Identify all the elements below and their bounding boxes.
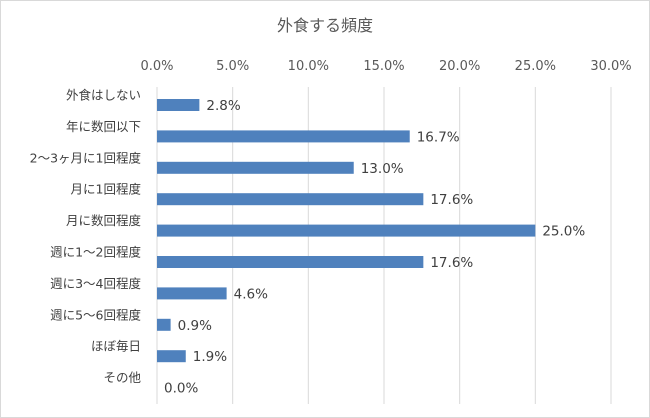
data-label: 0.0% [164, 381, 198, 397]
data-label: 17.6% [430, 192, 473, 208]
category-label: その他 [103, 370, 141, 385]
bar [157, 350, 186, 363]
bar [157, 287, 227, 300]
chart-title: 外食する頻度 [277, 16, 373, 35]
x-tick-label: 15.0% [363, 59, 404, 74]
bar [157, 161, 354, 174]
data-label: 16.7% [417, 129, 460, 145]
bars [157, 99, 536, 363]
bar [157, 256, 424, 268]
x-tick-label: 25.0% [515, 59, 556, 74]
category-label: 週に1～2回程度 [50, 245, 141, 260]
bar [157, 318, 171, 331]
data-label: 13.0% [361, 161, 404, 177]
data-label: 2.8% [206, 98, 240, 114]
category-label: 月に数回程度 [66, 213, 142, 228]
x-tick-label: 30.0% [590, 59, 631, 74]
category-label: 外食はしない [66, 88, 141, 103]
data-label: 0.9% [178, 318, 212, 334]
data-label: 25.0% [542, 224, 585, 240]
bar [157, 193, 424, 206]
category-label: 週に5～6回程度 [50, 307, 141, 322]
data-label: 4.6% [234, 286, 268, 302]
x-tick-label: 0.0% [140, 59, 173, 74]
category-label: 年に数回以下 [66, 119, 141, 134]
data-label: 17.6% [430, 255, 473, 271]
x-tick-label: 10.0% [288, 59, 329, 74]
category-label: 週に3～4回程度 [50, 276, 141, 291]
category-label: ほぼ毎日 [91, 339, 141, 354]
bar [157, 224, 536, 237]
bar [157, 99, 200, 111]
category-label: 月に1回程度 [71, 182, 142, 197]
x-tick-label: 20.0% [439, 59, 480, 74]
data-labels: 2.8% 16.7% 13.0% 17.6% 25.0% 17.6% 4.6% 0.9% 1.9… [164, 98, 585, 397]
data-label: 1.9% [193, 349, 227, 365]
bar [157, 130, 410, 143]
x-axis-tick-labels: 0.0% 5.0% 10.0% 15.0% 20.0% 25.0% 30.0% [140, 59, 631, 74]
x-tick-label: 5.0% [216, 59, 249, 74]
category-label: 2～3ヶ月に1回程度 [30, 150, 142, 165]
